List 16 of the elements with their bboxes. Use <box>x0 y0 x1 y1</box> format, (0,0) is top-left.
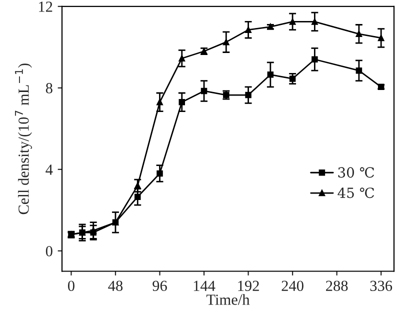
x-tick-label: 144 <box>194 280 216 291</box>
x-tick-label: 336 <box>370 280 392 292</box>
x-axis-title: Time/h <box>206 294 250 305</box>
x-tick-label: 0 <box>68 280 74 292</box>
y-tick-label: 8 <box>46 83 52 94</box>
legend-label: 45 ℃ <box>338 188 374 198</box>
x-tick-label: 48 <box>108 280 123 292</box>
y-tick-label: 0 <box>46 246 52 256</box>
x-tick-label: 240 <box>282 280 304 292</box>
y-tick-label: 12 <box>39 2 52 12</box>
y-tick-label: 4 <box>46 164 53 175</box>
legend-label: 30 ℃ <box>338 167 374 178</box>
x-tick-label: 96 <box>152 280 167 292</box>
y-axis-title: Cell density/(10$^{7}$ mL$^{−1}$) <box>15 64 32 214</box>
x-tick-label: 192 <box>238 280 259 292</box>
x-tick-label: 288 <box>326 280 348 292</box>
